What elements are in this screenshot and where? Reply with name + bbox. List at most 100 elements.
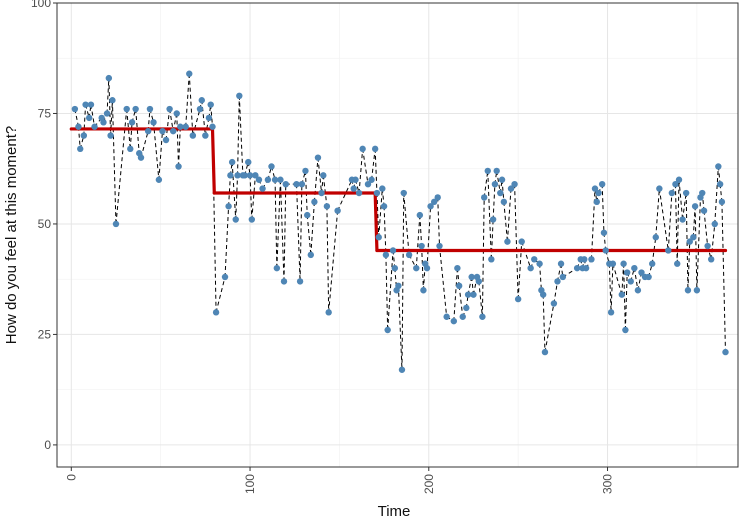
- connector-segment: [165, 108, 171, 141]
- data-point: [480, 194, 488, 201]
- connector-segment: [140, 131, 149, 158]
- connector-segment: [517, 241, 523, 300]
- data-point: [679, 216, 686, 223]
- data-point: [559, 273, 567, 281]
- connector-segment: [624, 272, 628, 331]
- data-point: [497, 189, 504, 197]
- data-point: [595, 189, 602, 197]
- data-point: [379, 185, 386, 192]
- connector-segment: [90, 104, 96, 127]
- data-point: [634, 287, 642, 294]
- data-point: [384, 326, 391, 334]
- data-point: [364, 180, 372, 188]
- connector-segment: [317, 157, 323, 194]
- data-point: [304, 211, 311, 219]
- data-point: [71, 105, 79, 113]
- data-point: [198, 97, 205, 104]
- data-point: [672, 180, 679, 188]
- data-point: [359, 145, 366, 153]
- connector-segment: [419, 215, 423, 247]
- data-point: [87, 101, 95, 108]
- data-point: [652, 234, 659, 241]
- data-point: [382, 251, 390, 259]
- data-point: [649, 260, 656, 267]
- data-point: [395, 282, 402, 290]
- data-point: [557, 260, 565, 267]
- connector-segment: [539, 263, 542, 291]
- data-point: [255, 176, 263, 183]
- connector-segment: [185, 73, 190, 127]
- data-point: [132, 105, 139, 113]
- data-point: [527, 264, 534, 272]
- connector-segment: [633, 268, 639, 291]
- data-point: [246, 172, 254, 179]
- data-point: [430, 198, 438, 206]
- data-point: [296, 278, 304, 285]
- connector-segment: [458, 285, 464, 317]
- data-point: [189, 132, 197, 139]
- data-point: [245, 158, 252, 166]
- data-point: [298, 180, 306, 188]
- data-point: [582, 264, 590, 272]
- connector-segment: [237, 95, 240, 176]
- connector-segment: [608, 263, 612, 313]
- connector-segment: [692, 206, 696, 238]
- data-point: [212, 309, 220, 316]
- data-point: [311, 198, 318, 206]
- connector-segment: [188, 73, 194, 136]
- connector-segment: [378, 188, 383, 238]
- data-point: [75, 123, 82, 130]
- data-point: [302, 167, 309, 175]
- data-point: [85, 114, 93, 122]
- data-point: [100, 119, 107, 126]
- data-point: [280, 278, 288, 285]
- connector-segment: [397, 285, 403, 370]
- connector-segment: [703, 210, 709, 247]
- data-point: [591, 185, 599, 192]
- data-point: [259, 185, 266, 192]
- data-point: [598, 180, 606, 188]
- connector-segment: [544, 303, 555, 353]
- data-point: [531, 256, 538, 263]
- data-point: [175, 163, 182, 170]
- data-point: [173, 110, 180, 117]
- data-point: [137, 154, 145, 161]
- plot-panel-border: [56, 2, 739, 468]
- data-point: [177, 123, 184, 130]
- phase-step-segment: [373, 191, 379, 253]
- data-point: [488, 256, 495, 263]
- connector-segment: [153, 122, 160, 180]
- phase-step-segment: [210, 127, 216, 195]
- data-point: [268, 163, 275, 170]
- x-tick-label: 200: [422, 474, 436, 494]
- data-point: [82, 101, 89, 108]
- data-point: [380, 203, 388, 210]
- data-point: [507, 185, 515, 192]
- data-point: [674, 260, 681, 267]
- data-point: [454, 264, 461, 272]
- connector-segment: [658, 188, 669, 251]
- connector-segment: [176, 113, 180, 167]
- data-point: [109, 97, 116, 104]
- data-point: [105, 74, 113, 82]
- y-axis-title: How do you feel at this moment?: [3, 126, 20, 344]
- y-tick-label: 0: [44, 438, 51, 452]
- connector-segment: [481, 197, 485, 317]
- data-point: [700, 207, 708, 214]
- connector-segment: [655, 188, 660, 238]
- connector-segment: [492, 184, 496, 220]
- data-point: [273, 264, 281, 272]
- data-point: [271, 176, 279, 183]
- connector-segment: [421, 246, 424, 291]
- data-point: [718, 198, 726, 206]
- data-point: [146, 105, 154, 113]
- data-point: [155, 176, 163, 183]
- data-point: [607, 309, 615, 316]
- data-point: [622, 326, 629, 334]
- connector-segment: [83, 104, 87, 136]
- data-point: [464, 291, 472, 298]
- data-point: [318, 189, 325, 197]
- data-point: [196, 105, 204, 113]
- connector-segment: [483, 170, 489, 198]
